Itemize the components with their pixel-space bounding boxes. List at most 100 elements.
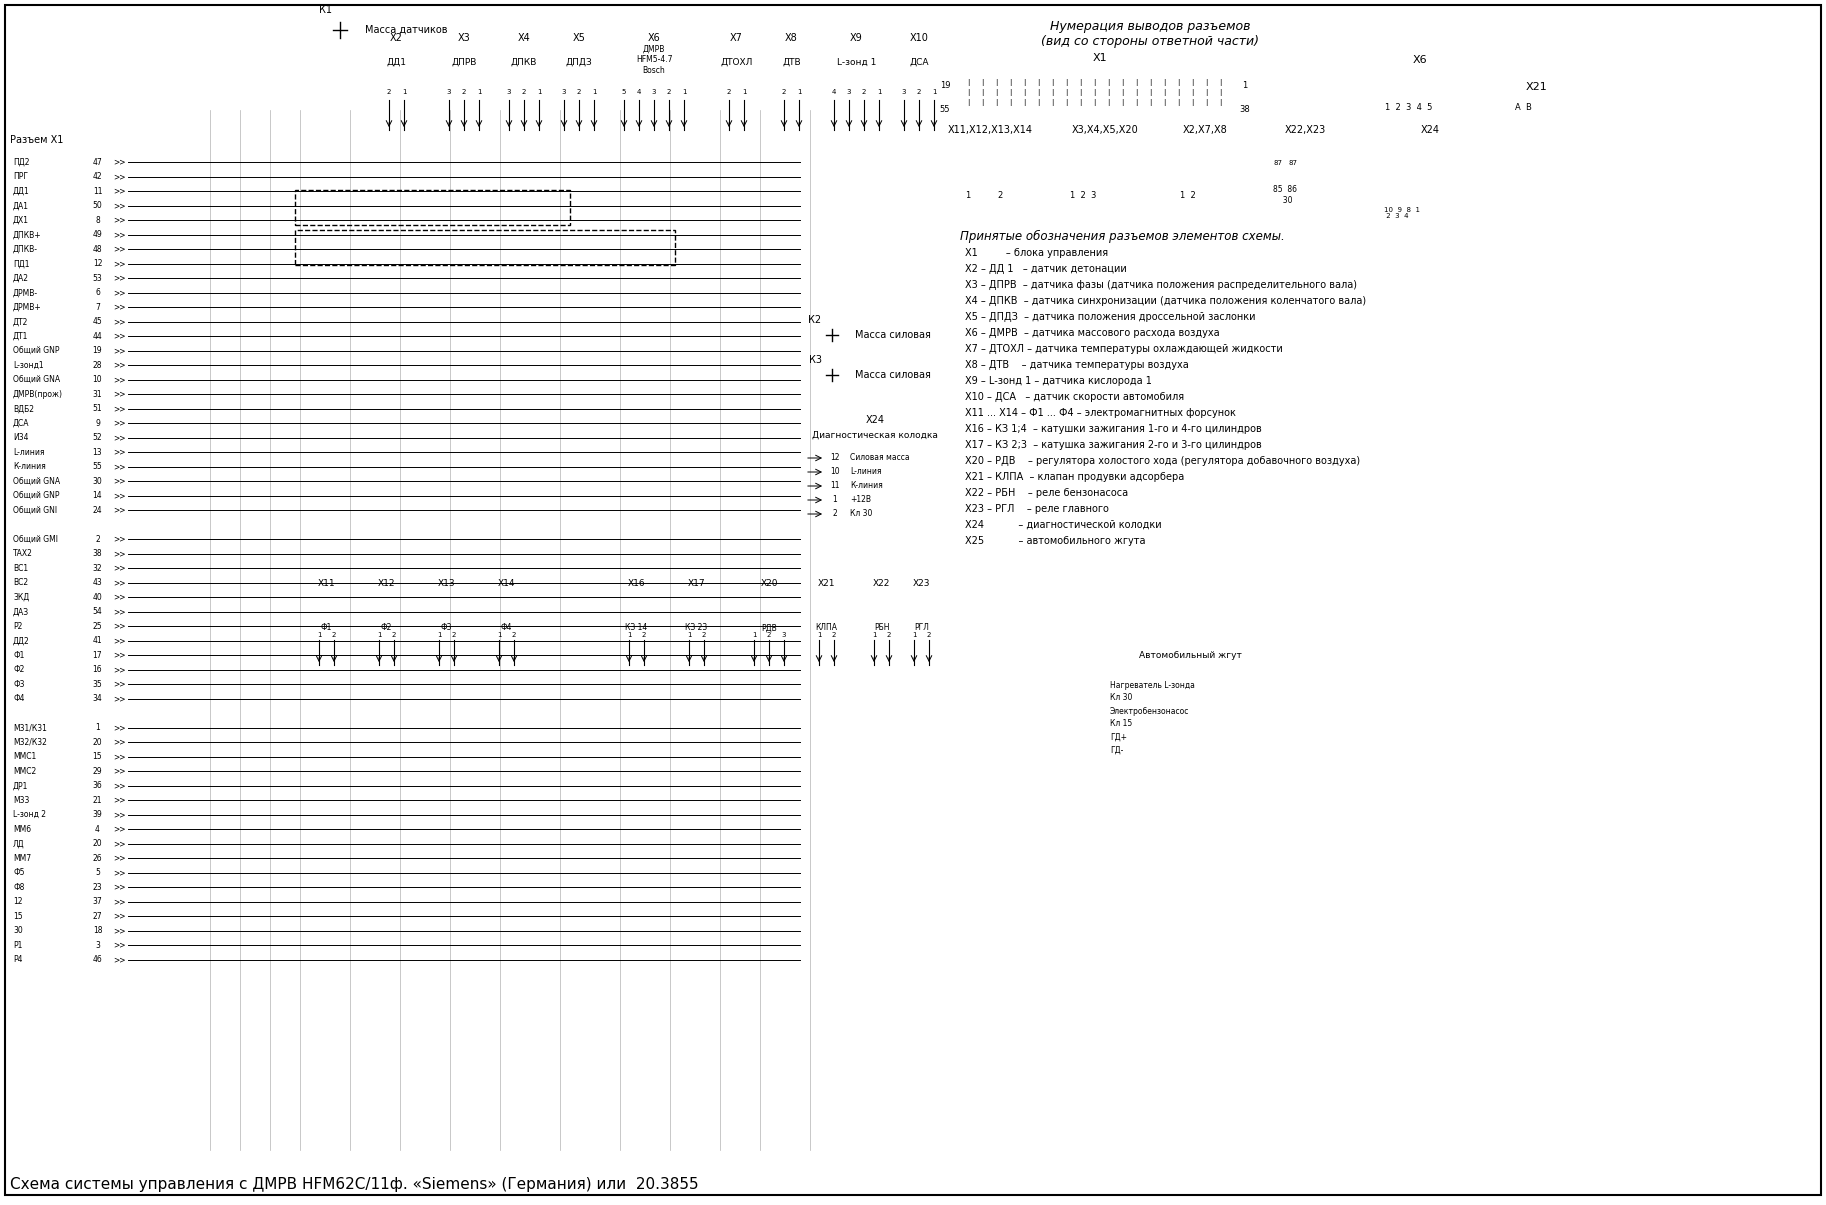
Bar [1388,76,1397,96]
Text: 1: 1 [592,89,597,95]
Text: Р2: Р2 [13,622,22,630]
Circle shape [1430,183,1444,196]
Bar [86,315,110,329]
Text: Х11 ... Х14 – Ф1 ... Ф4 – электромагнитных форсунок: Х11 ... Х14 – Ф1 ... Ф4 – электромагнитн… [964,408,1236,418]
Bar [9,807,86,822]
Bar [964,152,984,180]
Bar [86,562,110,576]
Text: 38: 38 [1240,106,1251,114]
Text: |: | [981,78,982,86]
Bar [847,365,959,387]
Text: 2: 2 [577,89,581,95]
Bar [9,329,86,343]
Bar [9,170,86,184]
Bar [86,634,110,648]
Text: L-зонд 1: L-зонд 1 [836,58,876,66]
Text: КЗ 14: КЗ 14 [624,623,648,633]
Text: Х24: Х24 [866,415,884,425]
Bar [296,230,676,265]
Text: >>: >> [113,346,126,355]
Bar [1105,743,1265,757]
Text: 43: 43 [93,578,102,587]
Circle shape [1452,183,1466,196]
Text: |: | [1092,88,1096,95]
Text: 20: 20 [93,839,102,848]
Text: 2: 2 [511,631,517,637]
Text: 3: 3 [562,89,566,95]
Text: ПД2: ПД2 [13,158,29,166]
Text: 18: 18 [93,927,102,935]
Text: К-линия: К-линия [849,482,882,490]
Bar [86,923,110,937]
Text: 20: 20 [93,737,102,747]
Bar [825,506,845,521]
Text: 85  86
  30: 85 86 30 [1273,186,1296,205]
Text: >>: >> [113,302,126,312]
Text: ДПДЗ: ДПДЗ [566,58,592,66]
Text: Х10: Х10 [909,33,928,43]
Text: |: | [1191,99,1192,106]
Text: >>: >> [113,766,126,776]
Text: 3: 3 [652,89,656,95]
Text: 12: 12 [13,898,22,906]
Bar [634,60,645,83]
Bar [86,358,110,372]
Bar [86,836,110,851]
Text: >>: >> [113,723,126,733]
Text: 21: 21 [93,795,102,805]
Text: 24: 24 [93,506,102,515]
Text: ДТОХЛ: ДТОХЛ [719,58,752,66]
Text: 1: 1 [681,89,687,95]
Bar [9,836,86,851]
Text: |: | [995,88,997,95]
Bar [1105,678,1265,692]
Text: >>: >> [113,288,126,298]
Bar [86,199,110,213]
Bar [9,605,86,619]
Text: |: | [1079,78,1081,86]
Text: >>: >> [113,956,126,964]
Bar [9,562,86,576]
Text: 4: 4 [95,824,100,834]
Text: Общий GMI: Общий GMI [13,535,58,543]
Text: Х6: Х6 [648,33,661,43]
Bar [86,401,110,416]
Text: >>: >> [113,535,126,543]
Text: 2: 2 [862,89,866,95]
Bar [9,547,86,562]
Text: К2: К2 [809,315,822,325]
Text: Х24           – диагностической колодки: Х24 – диагностической колодки [964,521,1161,530]
Circle shape [1517,75,1534,92]
Text: 1: 1 [911,631,917,637]
Text: 2: 2 [782,89,787,95]
Text: ВС2: ВС2 [13,578,27,587]
Bar [858,60,869,83]
Text: >>: >> [113,158,126,166]
Text: 16: 16 [93,665,102,675]
Text: ДТ1: ДТ1 [13,331,29,341]
Text: >>: >> [113,737,126,747]
Text: К-линия: К-линия [13,463,46,471]
Text: |: | [1107,88,1108,95]
Bar [679,600,712,640]
Text: 46: 46 [93,956,102,964]
Text: 5: 5 [623,89,626,95]
Text: |: | [1191,78,1192,86]
Text: Общий GNI: Общий GNI [13,506,57,515]
Text: 44: 44 [93,331,102,341]
Text: L-линия: L-линия [13,448,44,457]
Text: |: | [1176,99,1180,106]
Bar [9,851,86,865]
Bar [86,488,110,502]
Bar [825,55,887,100]
Text: ГД-: ГД- [1110,746,1123,754]
Bar [86,735,110,750]
Text: 13: 13 [93,448,102,457]
Text: |: | [1037,99,1039,106]
Text: |: | [1163,99,1165,106]
Text: Ф1: Ф1 [13,651,24,660]
Bar [9,865,86,880]
Text: >>: >> [113,651,126,660]
Bar [827,60,840,83]
Text: Кл 30: Кл 30 [849,510,873,518]
